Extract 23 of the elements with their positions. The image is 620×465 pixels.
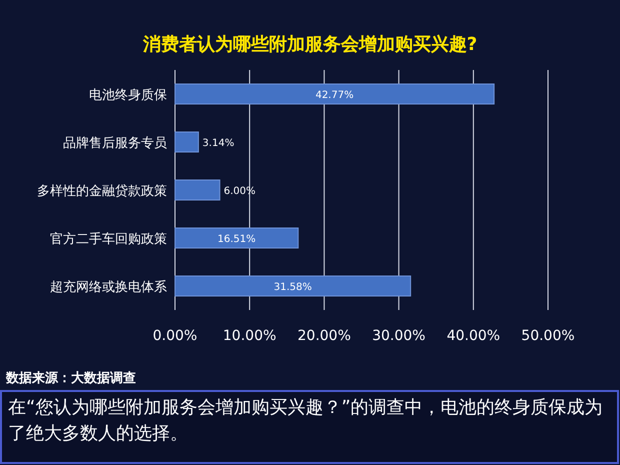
bar [174,276,412,296]
x-tick-label: 40.00% [446,328,500,344]
x-tick-label: 50.00% [521,328,575,344]
chart-title: 消费者认为哪些附加服务会增加购买兴趣? [142,34,478,55]
x-tick-label: 10.00% [222,328,276,344]
data-label: 3.14% [202,138,234,149]
bar [174,84,495,104]
x-tick-label: 30.00% [372,328,426,344]
x-tick-label: 20.00% [298,328,351,344]
bar [174,228,299,248]
y-tick-label: 多样性的金融贷款政策 [37,184,167,199]
y-tick-label: 官方二手车回购政策 [50,231,167,247]
bar [174,180,220,200]
text: 在“您认为哪些附加服务会增加购买兴趣？”的调查中，电池的终身质保成为了绝大多数人的选择。 [8,396,604,446]
x-tick-label: 0.00% [152,328,198,344]
data-label: 31.58% [274,282,312,293]
bar [174,132,199,152]
y-tick-label: 品牌售后服务专员 [63,136,167,151]
source-note: 数据来源：大数据调查 [5,371,136,386]
data-label: 42.77% [315,90,354,101]
data-label: 16.51% [218,234,256,245]
y-tick-label: 超充网络或换电体系 [50,280,167,295]
y-tick-label: 电池终身质保 [89,88,167,103]
